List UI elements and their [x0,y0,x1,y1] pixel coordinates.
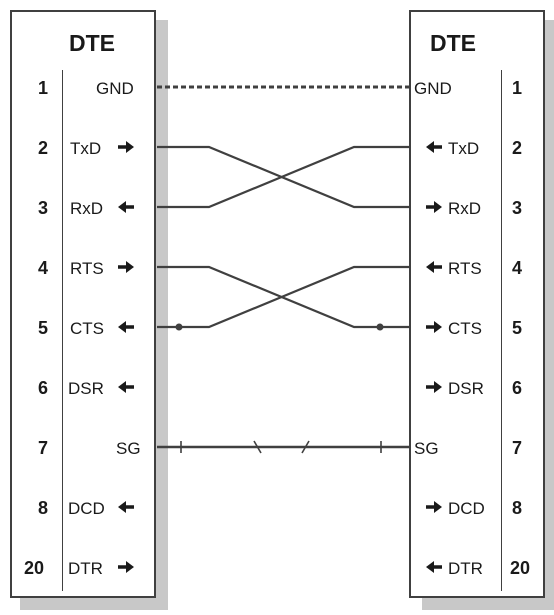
right-panel-title: DTE [430,30,476,56]
right-signal-dcd: DCD [448,499,485,518]
left-pin-6: 6 [38,378,49,398]
left-signal-sg: SG [116,439,141,458]
right-pin-5: 5 [512,318,523,338]
right-signal-cts: CTS [448,319,482,338]
right-pin-1: 1 [512,78,523,98]
right-dtr-out-arrow-icon [426,561,442,573]
right-pin-2: 2 [512,138,523,158]
left-dte-panel: DTE 1 GND 2 TxD 3 RxD 4 RTS 5 CTS 6 DSR … [10,10,156,598]
rxd-to-txd-wire [157,145,409,209]
right-signal-rxd: RxD [448,199,482,218]
right-txd-out-arrow-icon [426,141,442,153]
left-panel-divider [62,70,63,591]
right-signal-dtr: DTR [448,559,483,578]
left-cts-in-arrow-icon [118,321,134,333]
sg-break-mark-right [301,440,310,454]
left-rxd-in-arrow-icon [118,201,134,213]
left-dtr-out-arrow-icon [118,561,134,573]
left-signal-dtr: DTR [68,559,103,578]
left-pin-2: 2 [38,138,49,158]
left-cts-junction-dot [175,323,183,331]
right-pin-3: 3 [512,198,523,218]
right-signal-gnd: GND [414,79,452,98]
left-signal-dcd: DCD [68,499,105,518]
right-dte-panel: DTE GND 1 TxD 2 RxD 3 RTS 4 CTS 5 DSR 6 … [409,10,545,598]
right-rxd-in-arrow-icon [426,201,442,213]
left-panel-title: DTE [69,30,115,56]
right-signal-sg: SG [414,439,439,458]
right-signal-txd: TxD [448,139,480,158]
left-pin-20: 20 [24,558,45,578]
left-pin-7: 7 [38,438,49,458]
right-cts-junction-dot [376,323,384,331]
right-pin-7: 7 [512,438,523,458]
left-signal-rxd: RxD [70,199,104,218]
left-pin-4: 4 [38,258,49,278]
left-signal-txd: TxD [70,139,102,158]
right-dcd-in-arrow-icon [426,501,442,513]
left-signal-dsr: DSR [68,379,104,398]
right-pin-6: 6 [512,378,523,398]
cts-to-rts-wire [157,265,409,329]
left-pin-5: 5 [38,318,49,338]
left-txd-out-arrow-icon [118,141,134,153]
left-rts-out-arrow-icon [118,261,134,273]
left-pin-8: 8 [38,498,49,518]
left-pin-1: 1 [38,78,49,98]
right-rts-out-arrow-icon [426,261,442,273]
left-pin-3: 3 [38,198,49,218]
sg-break-mark-left [253,440,262,454]
left-dsr-in-arrow-icon [118,381,134,393]
left-signal-gnd: GND [96,79,134,98]
left-signal-cts: CTS [70,319,104,338]
right-dsr-in-arrow-icon [426,381,442,393]
left-signal-rts: RTS [70,259,104,278]
right-pin-8: 8 [512,498,523,518]
right-cts-in-arrow-icon [426,321,442,333]
right-signal-dsr: DSR [448,379,484,398]
right-signal-rts: RTS [448,259,482,278]
right-pin-4: 4 [512,258,523,278]
right-panel-divider [501,70,502,591]
right-pin-20: 20 [510,558,531,578]
left-dcd-in-arrow-icon [118,501,134,513]
